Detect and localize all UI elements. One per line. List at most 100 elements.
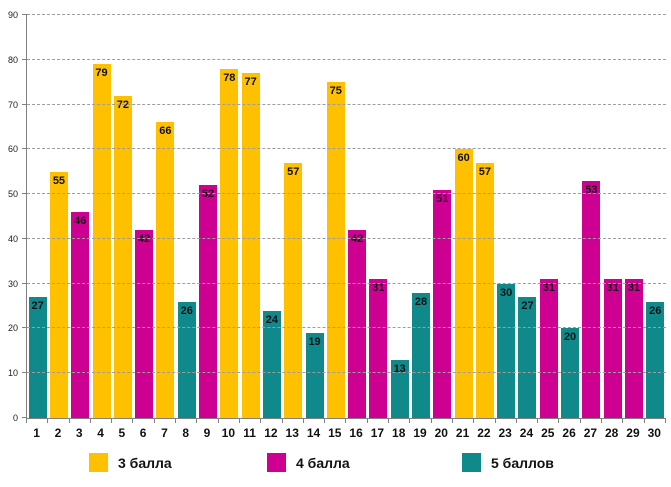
bar-slot-24: 27 — [517, 15, 538, 418]
bar-value-label: 31 — [542, 282, 555, 295]
x-axis-category-label: 24 — [519, 426, 534, 440]
x-axis-category-label: 7 — [161, 426, 168, 440]
bar-slot-5: 72 — [112, 15, 133, 418]
bar-20: 51 — [433, 189, 452, 418]
bars-container: 27 55 46 79 72 42 66 26 52 78 77 24 57 19 75 42 31 13 28 51… — [27, 15, 666, 418]
x-axis-tick — [602, 419, 624, 423]
x-axis-category-label: 16 — [349, 426, 363, 440]
gridline-20 — [27, 327, 666, 329]
x-axis-tick — [261, 419, 283, 423]
x-axis-tick — [517, 419, 539, 423]
bar-value-label: 52 — [201, 188, 215, 201]
bar-slot-16: 42 — [346, 15, 367, 418]
bar-slot-26: 20 — [559, 15, 580, 418]
x-axis-labels: 1 2 3 4 5 6 7 8 9 10 11 12 13 14 15 16 17 18 19 20 21 22 23 24 2… — [26, 426, 665, 440]
bar-slot-9: 52 — [197, 15, 218, 418]
bar-value-label: 46 — [74, 215, 87, 228]
bar-slot-2: 55 — [48, 15, 69, 418]
legend-item-1: 3 балла — [89, 453, 172, 472]
bar-value-label: 26 — [180, 304, 193, 317]
bar-slot-15: 75 — [325, 15, 346, 418]
x-axis-tick — [48, 419, 70, 423]
bar-27: 53 — [582, 180, 601, 418]
bar-value-label: 13 — [393, 362, 406, 375]
bar-value-label: 79 — [95, 67, 108, 80]
x-axis-category-label: 19 — [413, 426, 427, 440]
bar-slot-13: 57 — [283, 15, 304, 418]
bar-value-label: 31 — [627, 282, 641, 295]
legend-item-3: 5 баллов — [462, 453, 554, 472]
y-axis-tick — [22, 14, 27, 15]
gridline-40 — [27, 237, 666, 239]
bar-28: 31 — [603, 279, 622, 418]
bar-value-label: 27 — [521, 300, 534, 313]
gridline-30 — [27, 282, 666, 284]
bar-slot-10: 78 — [219, 15, 240, 418]
bar-value-label: 42 — [350, 232, 364, 245]
x-axis-category-label: 1 — [33, 426, 40, 440]
bar-slot-12: 24 — [261, 15, 282, 418]
bar-value-label: 42 — [138, 232, 151, 245]
x-axis-tick — [240, 419, 262, 423]
bar-25: 31 — [539, 279, 558, 418]
bar-value-label: 31 — [606, 282, 619, 295]
bar-value-label: 57 — [287, 165, 300, 178]
bar-value-label: 53 — [585, 183, 598, 196]
bar-6: 42 — [135, 229, 154, 418]
x-axis-category-label: 3 — [75, 426, 83, 440]
legend-item-2: 4 балла — [267, 453, 350, 472]
gridline-90 — [27, 14, 666, 15]
bar-value-label: 27 — [31, 300, 44, 313]
x-axis-category-label: 17 — [370, 426, 385, 440]
x-axis-tick — [538, 419, 560, 423]
bar-value-label: 51 — [436, 192, 449, 205]
bar-slot-7: 66 — [155, 15, 176, 418]
y-axis-tick — [22, 148, 27, 150]
y-axis-tick-label: 60 — [7, 144, 18, 155]
y-axis-tick — [22, 103, 27, 105]
bar-16: 42 — [348, 229, 367, 418]
bar-slot-4: 79 — [91, 15, 112, 418]
x-axis-category-label: 12 — [264, 426, 278, 440]
bar-5: 72 — [113, 95, 132, 418]
x-axis-ticks — [26, 419, 666, 423]
x-axis-category-label: 18 — [392, 426, 406, 440]
bar-13: 57 — [284, 162, 303, 418]
x-axis-category-label: 27 — [583, 426, 598, 440]
gridline-10 — [27, 372, 666, 374]
y-axis-tick — [22, 58, 27, 60]
x-axis-tick — [91, 419, 113, 423]
bar-value-label: 24 — [265, 313, 279, 326]
bar-value-label: 19 — [308, 335, 321, 348]
legend-swatch-icon — [267, 453, 286, 472]
bar-24: 27 — [518, 297, 537, 418]
bar-19: 28 — [411, 292, 430, 418]
x-axis-category-label: 5 — [118, 426, 126, 440]
chart-legend: 3 балла 4 балла 5 баллов — [0, 453, 671, 477]
bar-8: 26 — [177, 301, 196, 418]
y-axis-tick-label: 30 — [7, 278, 18, 289]
bar-value-label: 77 — [244, 76, 257, 89]
bar-slot-3: 46 — [70, 15, 91, 418]
x-axis-tick — [432, 419, 453, 423]
bar-29: 31 — [624, 279, 643, 418]
x-axis-tick — [346, 419, 368, 423]
x-axis-category-label: 10 — [221, 426, 235, 440]
bar-23: 30 — [497, 283, 516, 418]
y-axis-tick — [22, 372, 27, 374]
legend-label: 3 балла — [118, 454, 172, 471]
bar-value-label: 78 — [223, 71, 236, 84]
bar-slot-20: 51 — [432, 15, 453, 418]
legend-label: 4 балла — [296, 454, 350, 471]
x-axis-category-label: 26 — [562, 426, 576, 440]
legend-swatch-icon — [462, 453, 481, 472]
y-axis-tick — [22, 327, 27, 329]
gridline-50 — [27, 193, 666, 195]
x-axis-category-label: 21 — [455, 426, 470, 440]
bar-slot-25: 31 — [538, 15, 559, 418]
y-axis-tick-label: 10 — [7, 368, 18, 379]
bar-9: 52 — [199, 185, 218, 418]
x-axis-tick — [155, 419, 177, 423]
bar-7: 66 — [156, 122, 175, 418]
